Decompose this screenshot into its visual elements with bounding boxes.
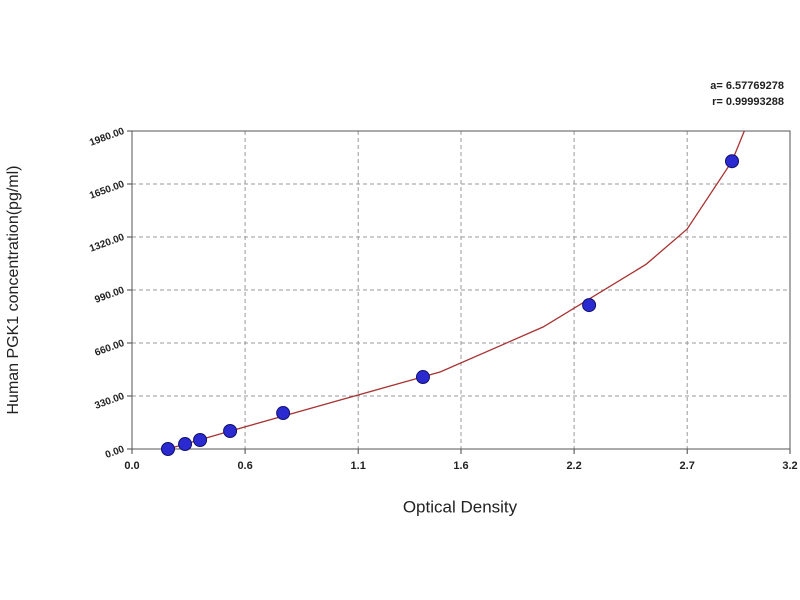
fit-line [167,131,746,449]
data-point [725,154,740,169]
x-tick-label: 2.2 [566,460,581,472]
x-axis-title: Optical Density [403,497,518,516]
data-point [223,424,238,439]
y-axis-title: Human PGK1 concentration(pg/ml) [5,166,22,415]
data-point [276,406,291,421]
x-tick-label: 3.2 [782,460,797,472]
data-point [582,298,597,313]
plot-frame [131,130,791,450]
x-tick-label: 0.6 [237,460,252,472]
x-tick-label: 1.6 [453,460,468,472]
annotation: a= 6.57769278 [710,80,784,92]
data-point [160,442,175,456]
x-tick-label: 0.0 [124,460,139,472]
data-point [415,370,430,385]
x-tick-label: 1.1 [351,460,366,472]
data-point [178,437,193,452]
data-point [193,433,208,448]
x-tick-label: 2.7 [680,460,695,472]
annotation: r= 0.99993288 [712,96,784,108]
